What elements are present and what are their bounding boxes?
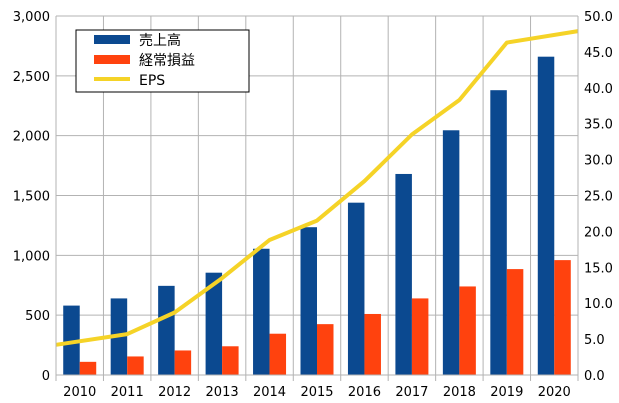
x-axis-ticks: 2010 2011 2012 2013 2014 2015 2016 2017 2018 2019…	[63, 385, 571, 400]
bar-ordinary-profit-2019	[506, 269, 524, 375]
legend: 売上高 経常損益 EPS	[75, 29, 250, 93]
bar-sales-2015	[300, 227, 317, 375]
bar-ordinary-profit-2013	[222, 346, 239, 375]
bar-sales-2016	[347, 202, 365, 375]
left-tick-label: 1,000	[13, 249, 50, 264]
x-tick-label-2014: 2014	[253, 385, 286, 400]
bar-ordinary-profit-2010	[79, 361, 97, 375]
left-tick-label: 0	[42, 369, 50, 384]
x-tick-label-2013: 2013	[206, 385, 239, 400]
x-tick-label-2017: 2017	[395, 385, 428, 400]
legend-swatch-ordinary-profit	[94, 55, 130, 64]
bar-sales-2014	[253, 248, 270, 375]
bar-sales-2018	[442, 130, 460, 375]
x-tick-label-2011: 2011	[111, 385, 144, 400]
right-tick-label: 10.0	[584, 297, 613, 312]
right-tick-label: 45.0	[584, 46, 613, 61]
right-tick-label: 5.0	[584, 333, 605, 348]
bar-sales-2010	[63, 305, 80, 375]
bar-ordinary-profit-2020	[554, 260, 571, 375]
left-tick-label: 2,500	[13, 70, 50, 85]
legend-label-eps: EPS	[139, 73, 165, 89]
left-tick-label: 1,500	[13, 190, 50, 205]
x-tick-label-2015: 2015	[300, 385, 333, 400]
legend-swatch-sales	[94, 35, 130, 44]
eps-line	[55, 29, 579, 347]
left-tick-label: 3,000	[13, 10, 50, 25]
x-tick-label-2018: 2018	[443, 385, 476, 400]
bar-sales-2020	[537, 56, 555, 375]
right-tick-label: 30.0	[584, 154, 613, 169]
right-tick-label: 35.0	[584, 118, 613, 133]
x-tick-label-2010: 2010	[63, 385, 96, 400]
bar-ordinary-profit-2015	[317, 324, 334, 375]
bar-ordinary-profit-2017	[411, 298, 429, 375]
right-tick-label: 25.0	[584, 190, 613, 205]
right-tick-label: 15.0	[584, 261, 613, 276]
bar-ordinary-profit-2012	[174, 350, 192, 375]
axes-group	[55, 16, 579, 376]
bar-ordinary-profit-2011	[127, 356, 144, 375]
right-axis-ticks: 0.0 5.0 10.0 15.0 20.0 25.0 30.0 35.0 40.0 45.0 50…	[584, 10, 613, 384]
bar-sales-2019	[490, 90, 507, 376]
right-tick-label: 40.0	[584, 82, 613, 97]
x-tick-label-2020: 2020	[538, 385, 571, 400]
x-tick-label-2012: 2012	[158, 385, 191, 400]
left-tick-label: 2,000	[13, 130, 50, 145]
right-tick-label: 50.0	[584, 10, 613, 25]
legend-label-ordinary-profit: 経常損益	[139, 53, 195, 69]
eps-line-group	[55, 29, 579, 347]
left-axis-ticks: 0 500 1,000 1,500 2,000 2,500 3,000	[13, 10, 50, 384]
left-tick-label: 500	[25, 309, 50, 324]
bar-sales-2017	[395, 173, 412, 375]
bar-ordinary-profit-2014	[269, 333, 287, 375]
bar-sales-2013	[205, 272, 223, 375]
x-tick-label-2019: 2019	[490, 385, 523, 400]
bar-ordinary-profit-2018	[459, 286, 476, 375]
right-tick-label: 20.0	[584, 225, 613, 240]
right-tick-label: 0.0	[584, 369, 605, 384]
legend-label-sales: 売上高	[139, 32, 181, 49]
bar-ordinary-profit-2016	[364, 313, 381, 375]
bar-sales-2012	[158, 285, 175, 375]
x-tick-label-2016: 2016	[348, 385, 381, 400]
bars-group	[63, 56, 571, 376]
